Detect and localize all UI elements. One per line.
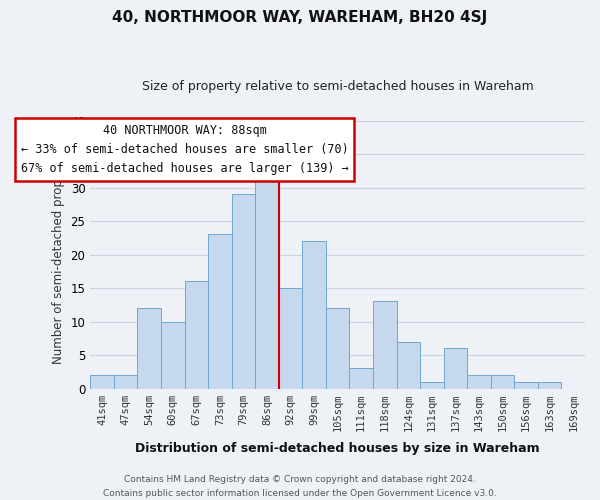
Y-axis label: Number of semi-detached properties: Number of semi-detached properties [52, 145, 65, 364]
Bar [538, 382, 562, 388]
Bar [208, 234, 232, 388]
Bar [467, 375, 491, 388]
Bar [91, 375, 114, 388]
Bar [420, 382, 443, 388]
Bar [255, 174, 279, 388]
Text: Contains HM Land Registry data © Crown copyright and database right 2024.
Contai: Contains HM Land Registry data © Crown c… [103, 476, 497, 498]
Bar [137, 308, 161, 388]
Bar [491, 375, 514, 388]
Bar [443, 348, 467, 389]
Bar [349, 368, 373, 388]
Bar [302, 241, 326, 388]
Bar [279, 288, 302, 388]
Bar [185, 282, 208, 389]
Bar [373, 302, 397, 388]
Bar [397, 342, 420, 388]
Bar [232, 194, 255, 388]
Text: 40, NORTHMOOR WAY, WAREHAM, BH20 4SJ: 40, NORTHMOOR WAY, WAREHAM, BH20 4SJ [112, 10, 488, 25]
X-axis label: Distribution of semi-detached houses by size in Wareham: Distribution of semi-detached houses by … [136, 442, 540, 455]
Bar [114, 375, 137, 388]
Bar [161, 322, 185, 388]
Bar [514, 382, 538, 388]
Text: 40 NORTHMOOR WAY: 88sqm
← 33% of semi-detached houses are smaller (70)
67% of se: 40 NORTHMOOR WAY: 88sqm ← 33% of semi-de… [20, 124, 349, 175]
Title: Size of property relative to semi-detached houses in Wareham: Size of property relative to semi-detach… [142, 80, 533, 93]
Bar [326, 308, 349, 388]
